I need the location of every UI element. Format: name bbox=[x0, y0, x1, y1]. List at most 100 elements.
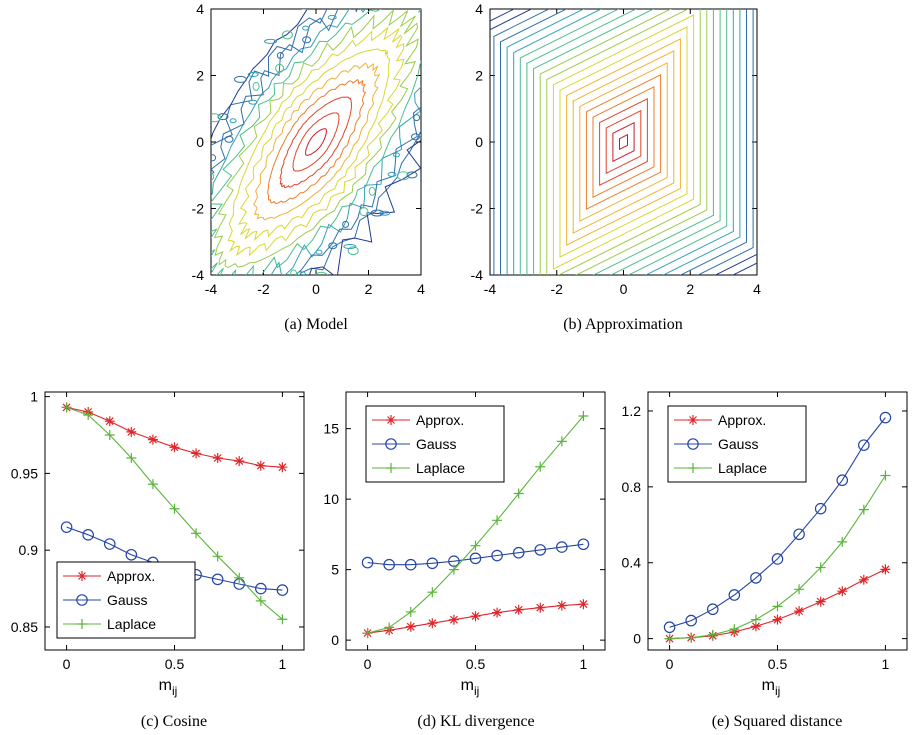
contour-line bbox=[253, 62, 381, 221]
contour-line bbox=[605, 109, 642, 175]
data-point bbox=[706, 603, 719, 616]
contour-speckle bbox=[183, 229, 189, 233]
y-tick-label: 0.9 bbox=[19, 542, 39, 558]
data-point bbox=[837, 536, 848, 547]
data-point bbox=[60, 521, 73, 533]
contour-speckle bbox=[387, 171, 397, 177]
data-point bbox=[76, 594, 88, 606]
legend-label: Laplace bbox=[416, 460, 465, 476]
data-point bbox=[384, 622, 395, 633]
x-tick-label: 4 bbox=[753, 281, 761, 297]
x-tick-label: 0 bbox=[312, 281, 320, 297]
y-tick-label: 15 bbox=[323, 421, 339, 437]
contour-line bbox=[552, 14, 695, 270]
data-point bbox=[82, 529, 94, 541]
data-point bbox=[169, 503, 180, 514]
panel-caption: (a) Model bbox=[284, 316, 348, 333]
contour-line bbox=[211, 9, 421, 275]
panel-model: -4 -2 0 2 4 -4 -2 0 2 4 (a) Model bbox=[152, 0, 485, 333]
contour-speckle bbox=[234, 75, 247, 83]
contour-speckle bbox=[206, 302, 214, 310]
data-point bbox=[858, 504, 869, 515]
contour-speckle bbox=[359, 207, 369, 217]
panel-squared-distance: 0 0.5 1 0 0.4 0.8 1.2 (e) Squared distance mij Ap… bbox=[622, 391, 908, 730]
contour-speckle bbox=[300, 9, 308, 10]
contour-speckle bbox=[152, 290, 162, 294]
contour-speckle bbox=[451, 36, 459, 42]
y-tick-label: 5 bbox=[331, 562, 339, 578]
contour-speckle bbox=[393, 152, 400, 158]
data-point bbox=[837, 586, 848, 597]
contour-line bbox=[227, 26, 405, 257]
y-tick-label: 0 bbox=[475, 134, 483, 150]
data-point bbox=[426, 557, 439, 570]
data-point bbox=[61, 402, 72, 413]
contour-speckle bbox=[454, 9, 462, 17]
data-point bbox=[427, 587, 438, 598]
data-point bbox=[664, 633, 675, 644]
contour-line bbox=[267, 78, 367, 204]
contour-speckle bbox=[475, 17, 485, 25]
contour-speckle bbox=[187, 283, 195, 287]
data-point bbox=[83, 410, 94, 421]
x-tick-label: 1 bbox=[279, 656, 287, 672]
series-approx bbox=[61, 402, 288, 473]
data-point bbox=[277, 462, 288, 473]
data-point bbox=[191, 448, 202, 459]
data-point bbox=[556, 436, 567, 447]
data-point bbox=[147, 434, 158, 445]
y-tick-label: 2 bbox=[475, 68, 483, 84]
x-tick-label: -4 bbox=[484, 281, 497, 297]
data-point bbox=[578, 410, 589, 421]
data-point bbox=[448, 564, 459, 575]
x-tick-label: 0.5 bbox=[466, 656, 486, 672]
data-point bbox=[234, 572, 245, 583]
contour-speckle bbox=[430, 97, 438, 105]
data-point bbox=[277, 614, 288, 625]
data-point bbox=[879, 411, 892, 424]
x-axis-label: mij bbox=[762, 677, 781, 698]
data-point bbox=[103, 538, 116, 550]
contour-speckle bbox=[252, 81, 260, 91]
contour-line bbox=[292, 112, 340, 172]
data-point bbox=[815, 562, 826, 573]
series-approx bbox=[362, 599, 589, 639]
x-tick-label: 0 bbox=[666, 656, 674, 672]
data-point bbox=[104, 416, 115, 427]
contour-line bbox=[211, 9, 421, 275]
data-point bbox=[793, 528, 805, 541]
legend-label: Approx. bbox=[107, 568, 155, 584]
contour-speckle bbox=[247, 72, 259, 77]
contour-line bbox=[599, 97, 648, 187]
contour-speckle bbox=[156, 323, 168, 331]
contour-speckle bbox=[193, 154, 203, 162]
y-tick-label: 0 bbox=[331, 632, 339, 648]
contour-speckle bbox=[428, 79, 434, 87]
data-point bbox=[191, 528, 202, 539]
contour-line bbox=[305, 128, 327, 156]
contour-line bbox=[619, 133, 628, 151]
series-line bbox=[66, 406, 283, 468]
contour-speckle bbox=[302, 25, 310, 31]
data-point bbox=[448, 614, 459, 625]
contour-speckle bbox=[248, 99, 258, 105]
y-tick-label: 1 bbox=[30, 389, 38, 405]
data-point bbox=[405, 606, 416, 617]
contour-speckle bbox=[352, 0, 360, 5]
y-tick-label: 4 bbox=[475, 1, 483, 17]
contour-speckle bbox=[329, 0, 335, 8]
y-tick-label: 0 bbox=[196, 134, 204, 150]
contour-speckle bbox=[187, 154, 199, 158]
contour-line bbox=[612, 121, 635, 163]
data-point bbox=[126, 453, 137, 464]
contour-speckle bbox=[327, 14, 337, 20]
contour-line bbox=[585, 73, 662, 211]
data-point bbox=[212, 453, 223, 463]
contour-speckle bbox=[465, 56, 475, 62]
contour-speckle bbox=[175, 195, 185, 199]
data-point bbox=[880, 470, 891, 481]
contour-speckle bbox=[276, 52, 284, 59]
panel-caption: (e) Squared distance bbox=[712, 713, 843, 730]
contour-speckle bbox=[194, 295, 202, 301]
data-point bbox=[814, 502, 827, 515]
